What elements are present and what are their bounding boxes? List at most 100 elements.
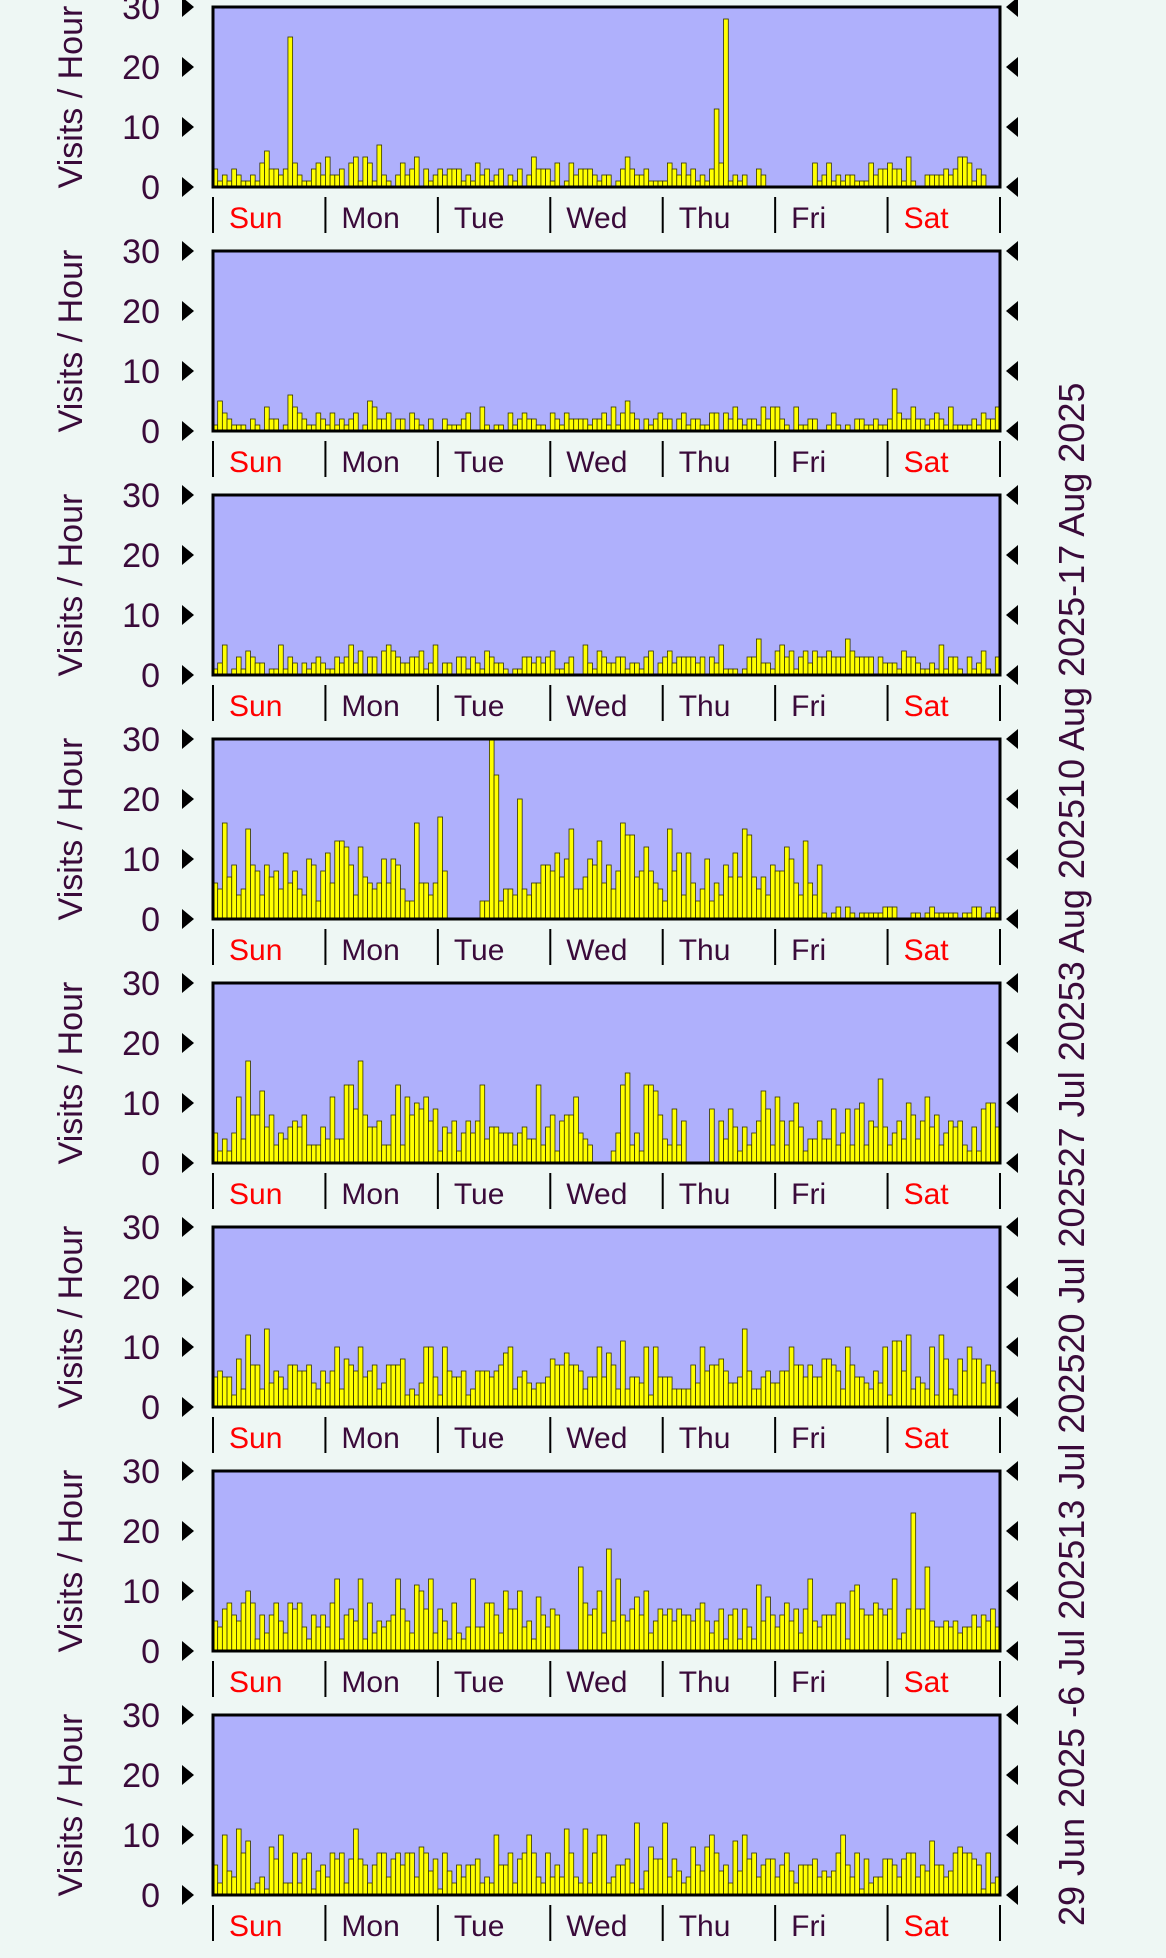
day-label: Wed (566, 446, 627, 479)
data-bar (845, 1346, 851, 1408)
data-bar (887, 906, 893, 920)
data-bar (582, 1828, 589, 1896)
data-bar (695, 900, 701, 920)
day-label: Tue (454, 1666, 505, 1699)
data-bar (517, 418, 523, 432)
data-bar (292, 1120, 298, 1164)
left-tick-arrow (182, 117, 194, 137)
data-bar (446, 1132, 453, 1164)
data-bar (339, 840, 345, 920)
data-bar (934, 1114, 940, 1164)
data-bar (845, 906, 851, 920)
data-bar (573, 1364, 579, 1408)
data-bar (390, 1614, 397, 1652)
data-bar (587, 858, 593, 920)
data-bar (629, 1608, 635, 1652)
data-bar (952, 656, 959, 676)
data-bar (957, 1358, 963, 1408)
data-bar (863, 1144, 870, 1164)
week-panel: 0 10 20 30 Visits / Hour Sun Mon Tue Wed Thu Fri Sa… (52, 1697, 1018, 1943)
data-bar (236, 1096, 242, 1164)
data-bar (671, 1858, 678, 1896)
data-bar (418, 1846, 425, 1896)
data-bar (376, 418, 383, 432)
data-bar (915, 662, 921, 676)
day-label: Mon (341, 1910, 399, 1943)
data-bar (854, 1376, 860, 1408)
data-bar (479, 406, 486, 432)
data-bar (315, 412, 322, 432)
data-bar (667, 418, 673, 432)
data-bar (816, 1626, 823, 1652)
data-bar (699, 1346, 706, 1408)
data-bar (784, 1602, 790, 1652)
data-bar (587, 1144, 593, 1164)
data-bar (629, 168, 635, 188)
data-bar (428, 418, 434, 432)
data-bar (315, 656, 322, 676)
data-bar (774, 650, 781, 676)
y-tick-label: 0 (141, 169, 160, 207)
data-bar (488, 656, 495, 676)
data-bar (428, 1870, 434, 1896)
data-bar (428, 662, 434, 676)
data-bar (521, 412, 528, 432)
data-bar (484, 1138, 490, 1164)
data-bar (465, 412, 472, 432)
data-bar (554, 852, 561, 920)
data-bar (845, 1638, 851, 1652)
data-bar (442, 662, 448, 676)
data-bar (432, 1108, 439, 1164)
data-bar (685, 174, 692, 188)
data-bar (460, 656, 467, 676)
data-bar (924, 1096, 931, 1164)
data-bar (648, 870, 654, 920)
data-bar (348, 1858, 354, 1896)
data-bar (521, 1370, 528, 1408)
day-label: Sat (904, 1910, 950, 1943)
data-bar (765, 662, 771, 676)
data-bar (798, 1364, 804, 1408)
data-bar (788, 1870, 795, 1896)
data-bar (643, 656, 650, 676)
data-bar (371, 1126, 378, 1164)
data-bar (896, 1638, 903, 1652)
y-tick-label: 10 (122, 109, 160, 147)
data-bar (718, 644, 725, 676)
data-bar (301, 1626, 308, 1652)
data-bar (292, 1608, 298, 1652)
data-bar (929, 662, 935, 676)
data-bar (873, 1602, 879, 1652)
data-bar (563, 1114, 570, 1164)
data-bar (690, 168, 696, 188)
data-bar (596, 1590, 603, 1652)
data-bar (446, 1870, 453, 1896)
day-label: Wed (566, 202, 627, 235)
data-bar (620, 1340, 626, 1408)
data-bar (254, 1638, 261, 1652)
data-bar (807, 418, 814, 432)
day-label: Wed (566, 690, 627, 723)
data-bar (648, 1632, 654, 1652)
right-tick-arrow (1006, 1825, 1018, 1845)
right-tick-arrow (1006, 665, 1018, 685)
data-bar (620, 1084, 626, 1164)
left-tick-arrow (182, 545, 194, 565)
data-bar (409, 1388, 415, 1408)
data-bar (877, 656, 884, 676)
data-bar (788, 650, 795, 676)
data-bar (329, 882, 336, 920)
data-bar (943, 168, 949, 188)
data-bar (681, 162, 687, 188)
data-bar (751, 1852, 757, 1896)
data-bar (339, 1852, 345, 1896)
data-bar (657, 1114, 664, 1164)
data-bar (245, 1590, 251, 1652)
week-panel: 0 10 20 30 Visits / Hour Sun Mon Tue Wed Thu Fri Sa… (52, 0, 1018, 235)
week-panel: 0 10 20 30 Visits / Hour Sun Mon Tue Wed Thu Fri Sa… (52, 233, 1018, 479)
left-tick-arrow (182, 241, 194, 261)
data-bar (990, 1882, 996, 1896)
data-bar (465, 1626, 472, 1652)
data-bar (835, 1370, 842, 1408)
data-bar (273, 418, 279, 432)
